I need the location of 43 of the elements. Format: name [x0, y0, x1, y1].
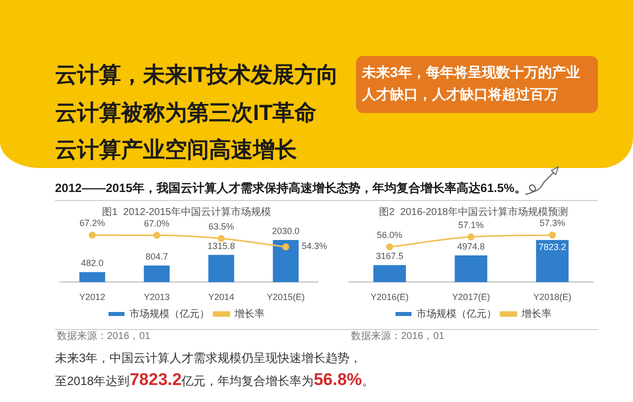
bar [208, 254, 234, 282]
x-tick-label: Y2018(E) [533, 292, 572, 302]
chart-title: 图2 2016-2018年中国云计算市场规模预测 [379, 206, 568, 218]
data-label: 7823.2 [538, 242, 566, 252]
text: 未来3年，中国云计算人才需求规模仍呈现快速增长趋势，至2018年达到7823.2亿元，年均复合增长率为56.8%。 [55, 351, 374, 389]
x-tick-label: Y2014 [208, 292, 234, 302]
callout-box: 未来3年，每年将呈现数十万的产业人才缺口，人才缺口将超过百万 [356, 56, 598, 113]
x-tick-label: Y2017(E) [452, 292, 490, 302]
data-label: 3167.5 [376, 251, 404, 262]
legend-label: 增长率 [520, 308, 552, 320]
bar [272, 240, 299, 282]
data-label: 1315.8 [207, 240, 236, 251]
data-label: 54.3% [302, 240, 328, 251]
data-label: 56.0% [376, 230, 402, 240]
data-label: 482.0 [80, 258, 104, 268]
legend-label: 市场规模（亿元） [130, 308, 210, 320]
x-tick-label: Y2016(E) [370, 292, 409, 302]
source-note: 数据来源：2016，01 [351, 331, 444, 342]
legend-label: 增长率 [234, 308, 264, 320]
source-note: 数据来源：2016，01 [57, 331, 150, 342]
text: 2012——2015年，我国云计算人才需求保持高速增长态势，年均复合增长率高达61.5%。 [55, 181, 526, 195]
data-label: 4974.8 [457, 241, 485, 252]
text: 云计算被称为第三次IT革命 [55, 100, 317, 124]
text: 云计算，未来IT技术发展方向 [55, 62, 339, 87]
point [282, 243, 290, 250]
point [88, 232, 96, 239]
x-tick-label: Y2015(E) [266, 292, 305, 302]
data-label: 57.1% [458, 220, 484, 230]
x-tick-label: Y2012 [79, 292, 106, 302]
data-label: 57.3% [540, 218, 566, 228]
data-label: 63.5% [208, 221, 234, 232]
data-label: 2030.0 [272, 226, 300, 236]
bar [79, 272, 106, 282]
text: 云计算产业空间高速增长 [55, 137, 297, 162]
x-tick-label: Y2013 [144, 292, 170, 302]
data-label: 804.7 [145, 251, 168, 262]
legend-label: 市场规模（亿元） [416, 308, 496, 320]
point [218, 235, 225, 242]
bar [144, 265, 170, 282]
data-label: 67.0% [144, 218, 170, 228]
data-label: 67.2% [79, 218, 106, 228]
chart-title: 图1 2012-2015年中国云计算市场规模 [102, 206, 271, 218]
point [153, 232, 160, 239]
